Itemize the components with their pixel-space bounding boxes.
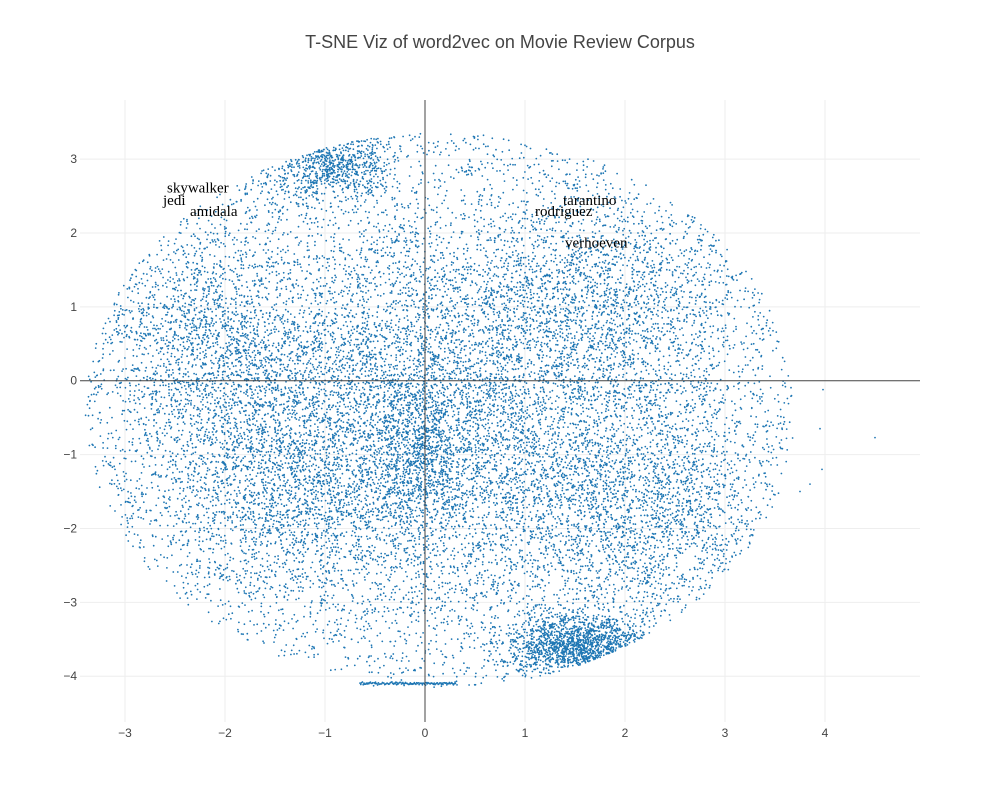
annotation-amidala: amidala xyxy=(190,204,238,220)
x-tick-label: 0 xyxy=(422,726,429,740)
annotation-verhoeven: verhoeven xyxy=(565,236,628,252)
y-tick-label: −2 xyxy=(63,521,77,535)
x-tick-label: 1 xyxy=(522,726,529,740)
annotation-skywalker: skywalker xyxy=(167,180,229,196)
annotation-tarantino: tarantino xyxy=(563,193,616,209)
chart-title: T-SNE Viz of word2vec on Movie Review Co… xyxy=(305,32,695,52)
y-tick-label: 0 xyxy=(70,374,77,388)
x-tick-label: −3 xyxy=(118,726,132,740)
x-tick-label: 4 xyxy=(822,726,829,740)
x-tick-label: 3 xyxy=(722,726,729,740)
annotation-rodriguez: rodriguez xyxy=(535,204,593,220)
y-tick-label: 2 xyxy=(70,226,77,240)
x-tick-label: 2 xyxy=(622,726,629,740)
annotation-jedi: jedi xyxy=(162,193,186,209)
axes-layer: −3 −2 −1 0 1 2 3 4 −4 −3 −2 −1 0 1 2 3 xyxy=(63,100,920,740)
y-tick-label: −3 xyxy=(63,595,77,609)
y-tick-label: −4 xyxy=(63,669,77,683)
y-tick-label: 3 xyxy=(70,152,77,166)
x-tick-label: −1 xyxy=(318,726,332,740)
x-tick-label: −2 xyxy=(218,726,232,740)
y-tick-label: −1 xyxy=(63,448,77,462)
y-tick-label: 1 xyxy=(70,300,77,314)
